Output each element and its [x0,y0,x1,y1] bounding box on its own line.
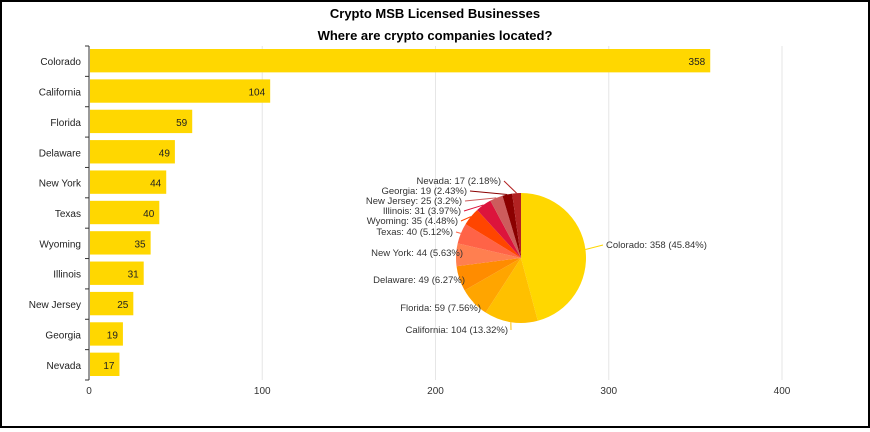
bar-data-label: 44 [150,179,162,190]
bar-wyoming [90,231,151,255]
y-tick-label: California [39,88,82,99]
bar-data-label: 31 [128,270,140,281]
pie-slice-new-jersey [490,195,521,258]
pie-label: Georgia: 19 (2.43%) [381,186,467,197]
y-tick-label: Colorado [40,57,81,68]
x-tick-label: 300 [600,386,617,397]
pie-leader-line [463,204,484,212]
pie-label: Colorado: 358 (45.84%) [606,240,707,251]
pie-leader-line [469,190,508,195]
pie-leader-line [460,216,472,222]
bar-data-label: 40 [143,209,155,220]
pie-leader-line [585,244,604,251]
x-tick-label: 0 [86,386,92,397]
x-tick-label: 200 [427,386,444,397]
pie-leader-line [473,302,485,309]
pie-slice-new-york [455,243,521,267]
pie-slice-wyoming [465,210,521,258]
pie-label: California: 104 (13.32%) [406,325,508,336]
pie-slice-texas [457,224,521,258]
bar-illinois [90,261,144,285]
y-tick-label: Wyoming [39,239,81,250]
y-tick-label: New Jersey [29,300,81,311]
y-tick-label: Delaware [39,148,82,159]
y-tick-label: Illinois [53,270,81,281]
pie-label: Illinois: 31 (3.97%) [383,206,461,217]
x-tick-label: 400 [774,386,791,397]
pie-label: Texas: 40 (5.12%) [376,227,453,238]
pie-label: New York: 44 (5.63%) [371,248,463,259]
bar-data-label: 59 [176,118,188,129]
pie-label: New Jersey: 25 (3.2%) [366,196,462,207]
bar-florida [90,109,193,134]
bar-colorado [90,49,711,73]
pie-slice-georgia [502,193,521,258]
y-tick-label: Georgia [45,330,81,341]
pie-label: Wyoming: 35 (4.48%) [367,216,458,227]
pie-label: Florida: 59 (7.56%) [400,303,481,314]
bar-delaware [90,140,175,164]
pie-leader-line [464,197,497,202]
chart-title: Crypto MSB Licensed Businesses [329,6,541,21]
pie-label: Delaware: 49 (6.27%) [373,275,465,286]
y-tick-label: Texas [55,209,81,220]
bar-data-label: 49 [159,148,171,159]
y-tick-label: Florida [50,118,81,129]
pie-leader-line [503,180,517,194]
bar-texas [90,200,160,225]
pie-slice-nevada [512,193,521,258]
x-tick-label: 100 [254,386,271,397]
bar-georgia [90,322,123,346]
pie-slice-illinois [477,200,521,258]
bar-data-label: 25 [117,300,129,311]
y-tick-label: Nevada [47,361,82,372]
pie-leader-line [459,278,469,281]
bar-new-jersey [90,291,134,316]
bar-california [90,79,271,103]
bar-nevada [90,352,120,376]
bar-data-label: 358 [689,57,706,68]
pie-slice-california [485,258,538,323]
pie-slice-florida [464,258,521,313]
chart-canvas: 0 100 200 300 400 Colorado 358 California 104 Flo… [29,45,791,397]
pie-slice-colorado [521,193,586,321]
bar-new-york [90,170,167,194]
pie-label: Nevada: 17 (2.18%) [417,176,502,187]
bar-data-label: 17 [103,361,115,372]
bar-data-label: 35 [135,239,147,250]
pie-leader-line [455,252,467,256]
chart-subtitle: Where are crypto companies located? [317,28,553,43]
bar-data-label: 104 [248,88,265,99]
y-tick-label: New York [39,179,82,190]
pie-slice-delaware [456,258,521,291]
bar-data-label: 19 [107,330,119,341]
pie-leader-line [455,231,461,234]
